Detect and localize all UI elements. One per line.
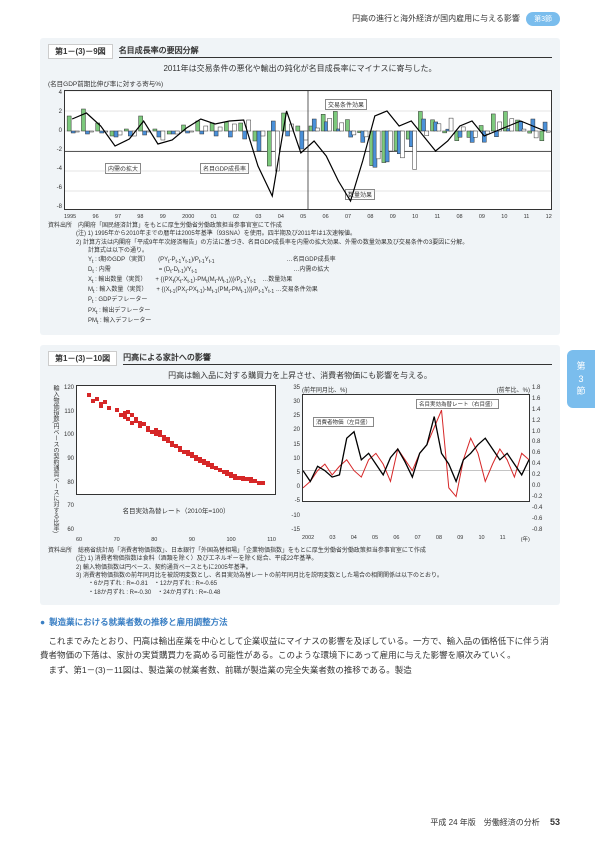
figure-1: 第1－(3)－9図 名目成長率の要因分解 2011年は交易条件の悪化や輸出の鈍化…	[40, 38, 560, 335]
page-number: 53	[550, 817, 560, 827]
fig2r-yticks-right: 1.81.61.41.21.00.80.60.40.20.0-0.2-0.4-0…	[532, 385, 552, 533]
side-tab-l1: 第	[576, 360, 585, 373]
src-text: 総務省統計局「消費者物価指数」、日本銀行「外国為替相場」「企業物価指数」をもとに…	[78, 548, 426, 554]
section-heading: 製造業における就業者数の推移と雇用調整方法	[40, 615, 555, 629]
note: 2) 計算方法は内閣府「平成9年年次経済報告」の方法に基づき、名目GDP成長率を…	[48, 239, 552, 247]
src-text: 内閣府「国民経済計算」をもとに厚生労働省労働政策担当参事官室にて作成	[78, 223, 282, 229]
equation: PMt : 輸入デフレーター	[48, 317, 552, 327]
src-label: 資料出所	[48, 548, 72, 554]
fig2-right-y2label: (前年比、%)	[497, 385, 530, 394]
fig2-right-chart: 名目実効為替レート（右目盛） 消費者物価（左目盛）	[302, 394, 530, 502]
fig2-left-xlabel: 名目実効為替レート（2010年=100）	[76, 505, 276, 515]
page-header: 円高の進行と海外経済が国内雇用に与える影響 第3節	[0, 0, 595, 30]
note: ・6か月ずれ : R=-0.81 ・12か月ずれ : R=-0.65	[48, 580, 552, 588]
note: (注) 1) 消費者物価指数は食料（酒類を除く）及びエネルギーを除く総合、平成2…	[48, 555, 552, 563]
side-tab-l3: 節	[576, 385, 585, 398]
fig2-notes: 資料出所 総務省統計局「消費者物価指数」、日本銀行「外国為替相場」「企業物価指数…	[48, 547, 552, 597]
fig1-ylabel: (名目GDP前期比伸び率に対する寄与%)	[48, 78, 552, 88]
fig2-left-ylabel: 輸入物価指数(円ベースの契約通貨ベースに対する比率)	[48, 385, 60, 533]
fig2-title: 円高による家計への影響	[123, 352, 552, 365]
equation: Mt : 輸入数量（実質） + {(Xt-1(PXt-PXt-1)-Mt-1(P…	[48, 286, 552, 296]
note: 計算式は以下の通り。	[48, 247, 552, 255]
section-badge: 第3節	[526, 12, 560, 26]
equation: Yt : t期のGDP（実質） (PYt-Pt-1Yt-1)/Pt-1Yt-1 …	[48, 256, 552, 266]
fig2-left-chart	[76, 385, 276, 495]
fig1-xticks: 1995969798992000010203040506070809101108…	[64, 214, 552, 220]
fig1-subtitle: 2011年は交易条件の悪化や輸出の鈍化が名目成長率にマイナスに寄与した。	[48, 63, 552, 74]
equation: Dt : 内需 = (Dt-Dt-1)/Yt-1 …内需の拡大	[48, 266, 552, 276]
fig2-number: 第1－(3)－10図	[48, 351, 117, 366]
body-text: 製造業における就業者数の推移と雇用調整方法 これまでみたとおり、円高は輸出産業を…	[40, 615, 555, 677]
footer-text: 平成 24 年版 労働経済の分析	[430, 818, 539, 827]
fig1-notes: 資料出所 内閣府「国民経済計算」をもとに厚生労働省労働政策担当参事官室にて作成 …	[48, 222, 552, 327]
header-text: 円高の進行と海外経済が国内雇用に与える影響	[352, 14, 520, 23]
note: ・18か月ずれ : R=-0.30 ・24か月ずれ : R=-0.48	[48, 589, 552, 597]
paragraph: まず、第1－(3)－11図は、製造業の就業者数、前職が製造業の完全失業者数の推移…	[40, 663, 555, 677]
fig2r-xticks: 2002030405060708091011(年)	[302, 535, 530, 543]
equation: PXt : 輸出デフレーター	[48, 307, 552, 317]
page-footer: 平成 24 年版 労働経済の分析 53	[430, 817, 560, 828]
figure-2: 第1－(3)－10図 円高による家計への影響 円高は輸入品に対する購買力を上昇さ…	[40, 345, 560, 605]
fig2l-xticks: 60708090100110	[76, 537, 276, 543]
paragraph: これまでみたとおり、円高は輸出産業を中心として企業収益にマイナスの影響を及ぼして…	[40, 634, 555, 663]
equation: Xt : 輸出数量（実質） + {(PXt(Xt-Xt-1)-PMt(Mt-Mt…	[48, 276, 552, 286]
side-tab: 第 3 節	[567, 350, 595, 408]
note: 2) 輸入物価指数は円ベース、契約通貨ベースともに2005年基準。	[48, 564, 552, 572]
fig1-chart: 交易条件効果 内需の拡大 名目GDP成長率 数量効果	[64, 90, 552, 210]
fig2r-yticks-left: 35302520151050-5-10-15	[288, 385, 300, 533]
fig2l-yticks: 12011010090807060	[62, 385, 74, 533]
fig1-yticks: 420-2-4-6-8	[50, 90, 62, 210]
equation: Pt : GDPデフレーター	[48, 296, 552, 306]
fig1-title: 名目成長率の要因分解	[119, 45, 552, 58]
src-label: 資料出所	[48, 223, 72, 229]
fig2-right-y1label: (前年同月比、%)	[302, 385, 347, 394]
note: (注) 1) 1995年から2010年までの暦年は2005年基準（93SNA）を…	[48, 230, 552, 238]
fig1-number: 第1－(3)－9図	[48, 44, 113, 59]
note: 3) 消費者物価指数の前年同月比を被説明変数とし、名目実効為替レートの前年同月比…	[48, 572, 552, 580]
fig2-subtitle: 円高は輸入品に対する購買力を上昇させ、消費者物価にも影響を与える。	[48, 370, 552, 381]
side-tab-l2: 3	[578, 373, 583, 386]
